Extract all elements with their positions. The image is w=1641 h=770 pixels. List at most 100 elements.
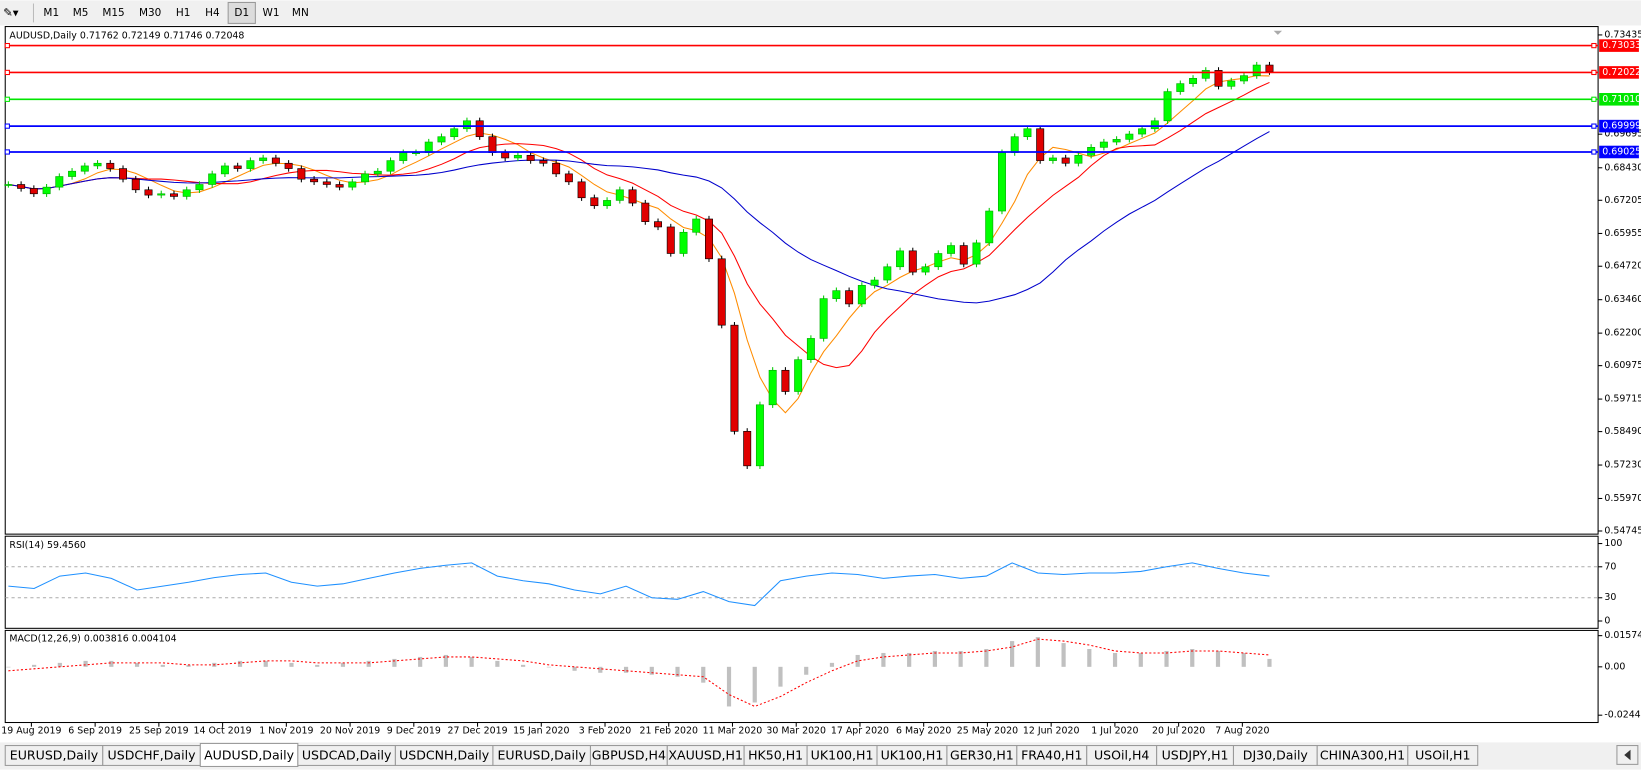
macd-bar <box>623 666 629 673</box>
level-label: 0.71010 <box>1602 94 1641 105</box>
tab[interactable]: USDCHF,Daily <box>102 745 201 766</box>
y-tick-label: 0.58490 <box>1604 426 1641 437</box>
candle <box>399 152 408 161</box>
candle <box>845 290 854 305</box>
tab[interactable]: GBPUSD,H4 <box>589 745 668 766</box>
moving-average <box>8 75 1270 414</box>
price-panel <box>4 26 1599 535</box>
tab[interactable]: AUDUSD,Daily <box>199 742 299 767</box>
timeframe-button[interactable]: MN <box>286 2 314 24</box>
tab-scroll[interactable] <box>1616 745 1639 765</box>
timeframe-button[interactable]: W1 <box>257 2 285 24</box>
candle <box>1163 91 1172 122</box>
tab[interactable]: USDCAD,Daily <box>297 745 396 766</box>
candle <box>985 210 994 244</box>
macd-bar <box>1087 649 1092 667</box>
candle <box>284 162 293 169</box>
y-tick-label: 0.00 <box>1604 661 1625 672</box>
tab-label: FRA40,H1 <box>1021 748 1082 763</box>
candle <box>42 186 51 195</box>
macd-bar <box>83 660 88 667</box>
rsi-label: RSI(14) 59.4560 <box>9 540 85 551</box>
tool-icon[interactable]: ✎▾ <box>3 5 19 19</box>
timeframe-button[interactable]: M1 <box>37 2 65 24</box>
candle <box>1189 78 1198 84</box>
y-tick-label: 0.69695 <box>1604 129 1641 140</box>
tab[interactable]: EURUSD,Daily <box>492 745 591 766</box>
tab[interactable]: USDJPY,H1 <box>1156 745 1234 766</box>
x-tick-label: 30 Mar 2020 <box>766 725 826 736</box>
candle <box>806 338 815 360</box>
tab[interactable]: GER30,H1 <box>946 745 1018 766</box>
tab-label: UK100,H1 <box>881 748 944 763</box>
macd-bar <box>1164 650 1169 667</box>
macd-bar <box>237 660 243 667</box>
macd-bar <box>1112 652 1118 667</box>
macd-bar <box>546 666 551 668</box>
candle <box>208 173 217 185</box>
timeframe-button[interactable]: H4 <box>198 2 227 24</box>
candle <box>832 290 841 299</box>
candle <box>641 202 650 222</box>
tab-label: USDJPY,H1 <box>1162 748 1229 763</box>
candle <box>564 173 573 183</box>
tab-label: DJ30,Daily <box>1243 748 1309 763</box>
rsi-line <box>8 562 1270 607</box>
candle <box>857 285 866 305</box>
candle <box>182 189 191 197</box>
tab[interactable]: UK100,H1 <box>806 745 878 766</box>
timeframe-button-bg <box>96 2 131 24</box>
candle <box>615 189 624 201</box>
tab[interactable]: USOil,H1 <box>1407 745 1479 766</box>
tab[interactable]: CHINA300,H1 <box>1316 745 1409 766</box>
macd-bar <box>392 658 397 667</box>
timeframe-label: M30 <box>139 7 161 19</box>
candle <box>1074 154 1083 164</box>
macd-bar <box>804 666 809 675</box>
timeframe-button[interactable]: M15 <box>96 2 131 24</box>
macd-bar <box>134 662 140 667</box>
candle <box>169 193 178 197</box>
timeframe-button[interactable]: M30 <box>132 2 168 24</box>
x-tick-label: 27 Dec 2019 <box>447 725 507 736</box>
candle <box>220 165 229 175</box>
candle <box>233 165 242 169</box>
candle <box>297 168 306 180</box>
candle <box>424 141 433 153</box>
timeframe-label: M15 <box>102 7 124 19</box>
candle <box>348 181 357 188</box>
candle <box>692 218 701 233</box>
y-tick-label: 0.68430 <box>1604 162 1641 173</box>
tab[interactable]: EURUSD,Daily <box>4 745 104 766</box>
macd-bar <box>469 656 474 667</box>
level-label: 0.69999 <box>1602 121 1641 132</box>
macd-bar <box>186 664 191 667</box>
y-tick-label: 0.63460 <box>1604 294 1641 305</box>
tab[interactable]: UK100,H1 <box>876 745 948 766</box>
x-tick-label: 21 Feb 2020 <box>639 725 698 736</box>
tab[interactable]: USDCNH,Daily <box>394 745 494 766</box>
x-tick-label: 1 Nov 2019 <box>259 725 313 736</box>
tab-label: EURUSD,Daily <box>498 748 587 763</box>
tab[interactable]: FRA40,H1 <box>1016 745 1088 766</box>
candle <box>590 197 599 207</box>
candle <box>896 250 905 268</box>
timeframe-button[interactable]: H1 <box>169 2 197 24</box>
y-tick-label: 0.67205 <box>1604 195 1641 206</box>
x-tick-label: 19 Aug 2019 <box>1 725 61 736</box>
candle <box>972 242 981 265</box>
candle <box>908 250 917 273</box>
macd-bar <box>263 660 268 667</box>
timeframe-button[interactable]: D1 <box>227 1 256 24</box>
tab[interactable]: DJ30,Daily <box>1232 745 1318 766</box>
tab[interactable]: USOil,H4 <box>1086 745 1158 766</box>
macd-bar <box>1035 637 1040 667</box>
tab[interactable]: HK50,H1 <box>743 745 808 766</box>
chart-header: AUDUSD,Daily 0.71762 0.72149 0.71746 0.7… <box>9 30 244 41</box>
y-tick-label: -0.024412 <box>1604 710 1641 721</box>
moving-average <box>8 81 1270 369</box>
timeframe-button-bg <box>132 2 168 24</box>
tab[interactable]: XAUUSD,H1 <box>666 745 745 766</box>
timeframe-button[interactable]: M5 <box>66 2 95 24</box>
candle <box>322 181 331 185</box>
